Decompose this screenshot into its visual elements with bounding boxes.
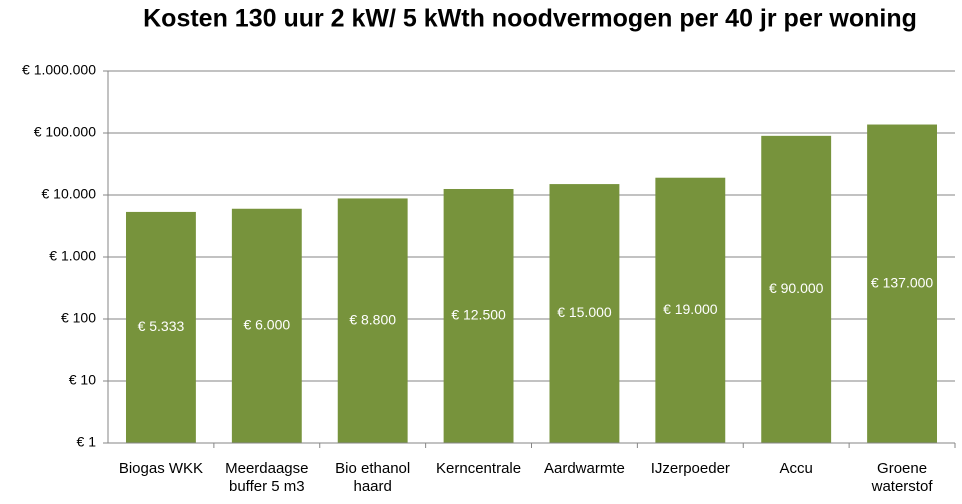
x-tick-label: Aardwarmte [544, 460, 625, 477]
x-tick-label: Biogas WKK [118, 460, 204, 477]
chart-title: Kosten 130 uur 2 kW/ 5 kWth noodvermogen… [143, 5, 917, 33]
data-label: € 12.500 [451, 307, 506, 323]
bar [867, 124, 938, 444]
data-label: € 137.000 [871, 274, 933, 290]
y-tick-label: € 100.000 [34, 124, 96, 140]
x-tick-label: Groene waterstof [871, 460, 933, 495]
x-tick-label: Meerdaagse buffer 5 m3 [225, 460, 309, 495]
data-label: € 15.000 [557, 304, 612, 320]
bar [337, 198, 408, 443]
y-tick-label: € 100 [61, 310, 96, 326]
bar [761, 135, 832, 443]
data-label: € 5.333 [138, 318, 185, 334]
y-tick-label: € 1.000 [49, 248, 96, 264]
y-tick-label: € 1.000.000 [22, 62, 96, 78]
data-label: € 19.000 [663, 301, 718, 317]
bar [443, 188, 514, 443]
bar [125, 211, 196, 443]
y-tick-label: € 10 [69, 372, 96, 388]
bar [549, 184, 620, 443]
y-tick-label: € 10.000 [42, 186, 97, 202]
data-label: € 6.000 [243, 317, 290, 333]
data-label: € 8.800 [349, 311, 396, 327]
x-tick-label: IJzerpoeder [650, 460, 730, 477]
y-tick-label: € 1 [77, 434, 97, 450]
bar [231, 208, 302, 443]
data-label: € 90.000 [769, 280, 824, 296]
bar [655, 177, 726, 443]
x-tick-label: Accu [779, 460, 813, 477]
x-tick-label: Bio ethanol haard [335, 460, 411, 495]
x-tick-label: Kerncentrale [436, 460, 522, 477]
